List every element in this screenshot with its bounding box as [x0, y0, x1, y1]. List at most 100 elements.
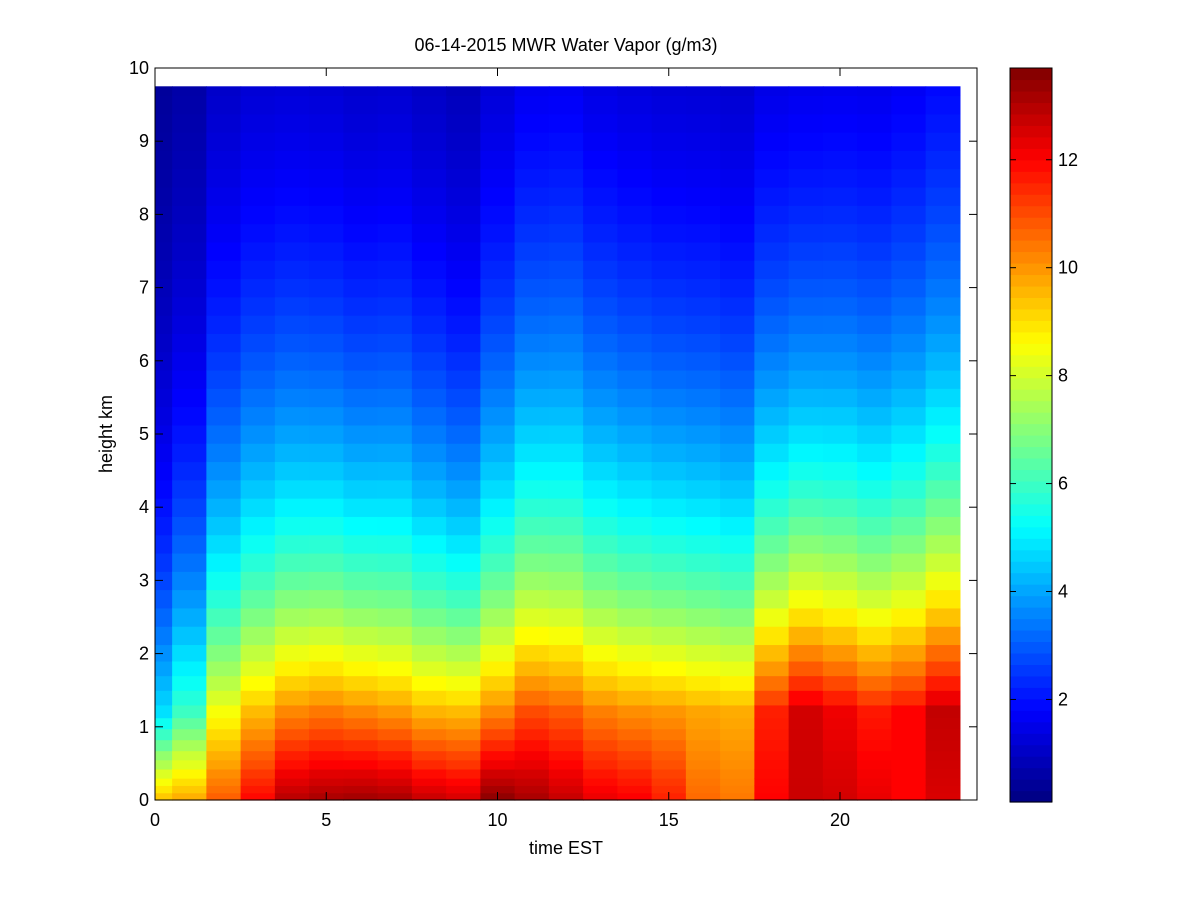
heatmap-cell — [514, 388, 550, 408]
heatmap-cell — [583, 333, 618, 353]
heatmap-cell — [377, 95, 413, 115]
heatmap-cell — [155, 571, 173, 591]
heatmap-cell — [822, 443, 858, 463]
heatmap-cell — [891, 768, 927, 779]
heatmap-cell — [857, 778, 892, 786]
heatmap-cell — [446, 552, 481, 572]
heatmap-cell — [343, 690, 379, 706]
heatmap-cell — [343, 95, 379, 115]
heatmap-cell — [480, 785, 516, 794]
heatmap-cell — [206, 739, 242, 752]
colorbar-segment — [1010, 125, 1052, 138]
colorbar-segment — [1010, 710, 1052, 723]
y-tick-label: 0 — [139, 790, 149, 810]
heatmap-cell — [480, 778, 516, 786]
heatmap-cell — [548, 223, 584, 243]
heatmap-cell — [480, 315, 516, 334]
heatmap-cell — [788, 296, 824, 316]
heatmap-cell — [754, 260, 790, 280]
heatmap-cell — [788, 186, 824, 206]
heatmap-cell — [377, 406, 413, 426]
colorbar-segment — [1010, 285, 1052, 298]
heatmap-cell — [480, 690, 516, 706]
heatmap-cell — [583, 675, 618, 691]
heatmap-cell — [548, 571, 584, 591]
heatmap-cell — [155, 728, 173, 741]
heatmap-cell — [206, 241, 242, 261]
heatmap-cell — [754, 728, 790, 741]
heatmap-cell — [788, 369, 824, 389]
heatmap-cell — [822, 660, 858, 677]
heatmap-cell — [617, 351, 653, 371]
heatmap-cell — [788, 333, 824, 353]
heatmap-cell — [240, 132, 276, 151]
heatmap-cell — [514, 704, 550, 719]
heatmap-cell — [548, 644, 584, 662]
heatmap-cell — [685, 95, 721, 115]
heatmap-cell — [822, 626, 858, 646]
heatmap-cell — [788, 498, 824, 517]
heatmap-cell — [857, 351, 892, 371]
heatmap-cell — [925, 759, 961, 770]
heatmap-cell — [925, 223, 961, 243]
heatmap-cell — [891, 205, 927, 225]
heatmap-cell — [206, 296, 242, 316]
heatmap-cell — [172, 785, 207, 794]
heatmap-cell — [446, 717, 481, 730]
heatmap-cell — [240, 589, 276, 609]
heatmap-cell — [925, 241, 961, 261]
heatmap-cell — [925, 704, 961, 719]
heatmap-cell — [822, 552, 858, 572]
heatmap-cell — [240, 660, 276, 677]
heatmap-cell — [891, 443, 927, 463]
colorbar-segment — [1010, 572, 1052, 585]
heatmap-cell — [857, 278, 892, 298]
heatmap-cell — [240, 369, 276, 389]
heatmap-cell — [343, 443, 379, 463]
heatmap-cell — [343, 552, 379, 572]
heatmap-cell — [480, 95, 516, 115]
heatmap-cell — [822, 675, 858, 691]
heatmap-cell — [754, 534, 790, 554]
heatmap-cell — [446, 241, 481, 261]
heatmap-cell — [411, 333, 447, 353]
heatmap-cell — [309, 739, 344, 752]
colorbar-segment — [1010, 102, 1052, 115]
heatmap-cell — [754, 278, 790, 298]
heatmap-cell — [857, 223, 892, 243]
heatmap-cell — [172, 607, 207, 627]
heatmap-cell — [206, 690, 242, 706]
colorbar-segment — [1010, 561, 1052, 574]
heatmap-cell — [754, 785, 790, 794]
heatmap-cell — [891, 785, 927, 794]
heatmap-cell — [155, 644, 173, 662]
heatmap-cell — [617, 792, 653, 801]
heatmap-cell — [274, 150, 310, 170]
heatmap-cell — [617, 186, 653, 206]
heatmap-cell — [206, 498, 242, 517]
y-tick-label: 2 — [139, 644, 149, 664]
heatmap-cell — [583, 778, 618, 786]
heatmap-cell — [685, 750, 721, 761]
heatmap-cell — [925, 296, 961, 316]
heatmap-cell — [822, 739, 858, 752]
heatmap-cell — [155, 498, 173, 517]
heatmap-cell — [925, 675, 961, 691]
heatmap-cell — [925, 86, 961, 97]
heatmap-cell — [720, 728, 755, 741]
heatmap-cell — [343, 717, 379, 730]
heatmap-cell — [685, 778, 721, 786]
heatmap-cell — [720, 296, 755, 316]
heatmap-cell — [685, 315, 721, 334]
heatmap-cell — [788, 750, 824, 761]
heatmap-cell — [651, 205, 687, 225]
heatmap-cell — [891, 260, 927, 280]
heatmap-cell — [172, 351, 207, 371]
heatmap-cell — [514, 660, 550, 677]
heatmap-cell — [514, 728, 550, 741]
heatmap-cell — [720, 660, 755, 677]
heatmap-cell — [411, 778, 447, 786]
heatmap-cell — [754, 792, 790, 801]
heatmap-cell — [720, 260, 755, 280]
heatmap-cell — [377, 589, 413, 609]
